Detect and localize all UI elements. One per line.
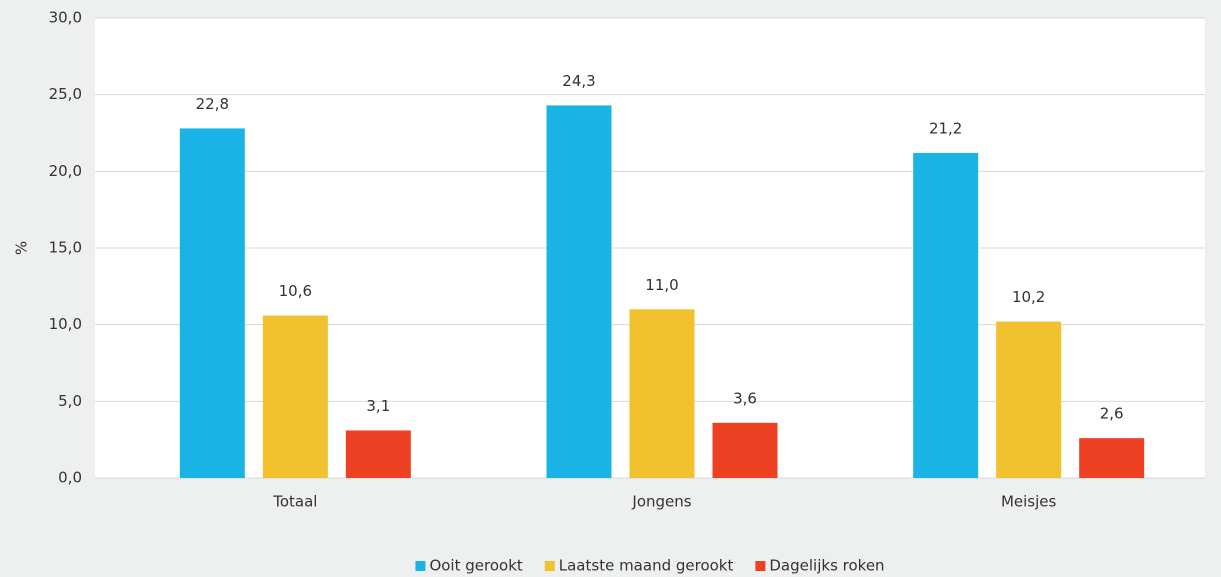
y-tick-label: 0,0 xyxy=(58,469,82,487)
bar xyxy=(546,105,612,479)
bar xyxy=(629,309,695,478)
y-tick-label: 30,0 xyxy=(49,9,82,27)
bar xyxy=(1079,438,1145,478)
legend: Ooit gerookt Laatste maand gerookt Dagelij… xyxy=(415,557,885,575)
legend-label: Dagelijks roken xyxy=(769,557,884,575)
data-label: 3,1 xyxy=(366,397,390,415)
legend-label: Ooit gerookt xyxy=(429,557,522,575)
data-label: 22,8 xyxy=(196,95,229,113)
legend-swatch xyxy=(415,561,426,571)
bar xyxy=(179,128,245,478)
data-label: 2,6 xyxy=(1100,405,1124,423)
bar xyxy=(262,315,328,478)
legend-swatch xyxy=(544,561,555,571)
y-tick-label: 5,0 xyxy=(58,392,82,410)
bar xyxy=(913,152,979,478)
legend-swatch xyxy=(755,561,766,571)
data-label: 21,2 xyxy=(929,119,962,137)
data-label: 24,3 xyxy=(562,72,595,90)
data-label: 10,2 xyxy=(1012,288,1045,306)
data-label: 3,6 xyxy=(733,389,757,407)
data-label: 10,6 xyxy=(279,282,312,300)
x-tick-label: Jongens xyxy=(631,493,691,511)
y-tick-label: 10,0 xyxy=(49,315,82,333)
y-tick-label: 15,0 xyxy=(49,239,82,257)
y-tick-label: 25,0 xyxy=(49,85,82,103)
y-tick-label: 20,0 xyxy=(49,162,82,180)
x-tick-label: Totaal xyxy=(272,493,317,511)
y-axis-label: % xyxy=(13,241,31,255)
legend-label: Laatste maand gerookt xyxy=(559,557,734,575)
bar xyxy=(712,422,778,478)
x-tick-label: Meisjes xyxy=(1001,493,1057,511)
bar xyxy=(345,430,411,478)
data-label: 11,0 xyxy=(645,276,678,294)
bar xyxy=(996,321,1062,478)
